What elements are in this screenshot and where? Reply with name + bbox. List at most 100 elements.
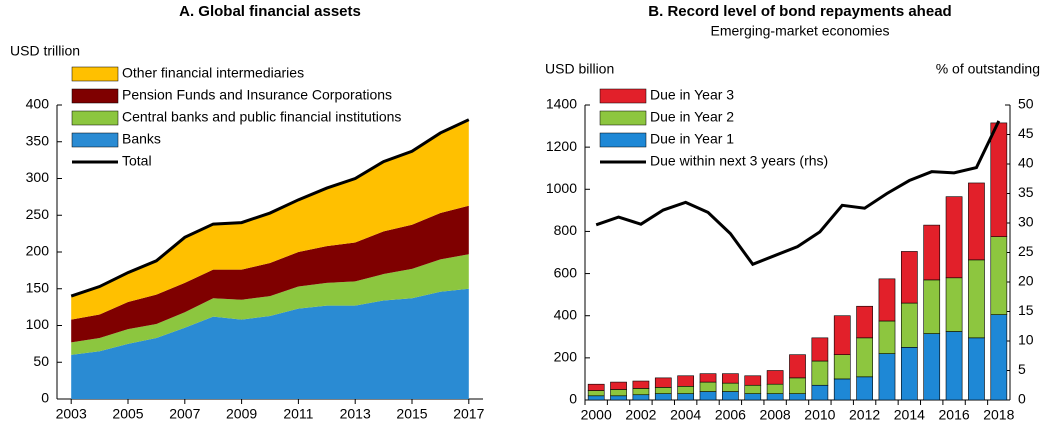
bar bbox=[811, 337, 829, 362]
y-tick-label: 300 bbox=[26, 169, 50, 185]
y-tick-label: 400 bbox=[26, 96, 50, 112]
x-tick-label: 2000 bbox=[581, 407, 612, 423]
legend-swatch bbox=[71, 66, 119, 82]
y-tick-label: 30 bbox=[1018, 214, 1034, 230]
x-tick-label: 2005 bbox=[112, 406, 143, 422]
chart-title: B. Record level of bond repayments ahead bbox=[648, 3, 951, 20]
y-tick-label: 600 bbox=[554, 264, 578, 280]
bar bbox=[766, 383, 784, 394]
bar bbox=[856, 337, 873, 378]
area bbox=[71, 254, 469, 355]
legend-swatch bbox=[599, 110, 647, 126]
legend-swatch bbox=[599, 132, 647, 148]
legend-label: Central banks and public financial insti… bbox=[122, 109, 401, 125]
y-tick-label: 35 bbox=[1018, 184, 1034, 200]
bar bbox=[632, 394, 650, 401]
y-tick-label: 250 bbox=[26, 206, 50, 222]
bar bbox=[945, 196, 963, 279]
y-tick-label: 150 bbox=[26, 279, 50, 295]
x-tick-label: 2007 bbox=[169, 406, 200, 422]
area bbox=[71, 119, 469, 320]
y-tick-label: 200 bbox=[26, 243, 50, 259]
y-axis-label: USD trillion bbox=[10, 43, 80, 59]
y-tick-label: 800 bbox=[554, 222, 578, 238]
bar bbox=[677, 386, 695, 394]
y-tick-label: 200 bbox=[554, 349, 578, 365]
y-tick-label: 1400 bbox=[546, 96, 577, 112]
x-tick-label: 2010 bbox=[804, 407, 835, 423]
x-tick-label: 2011 bbox=[283, 406, 313, 422]
bar bbox=[990, 122, 1008, 237]
bar bbox=[766, 370, 784, 385]
bar bbox=[722, 391, 739, 401]
y-tick-label: 1000 bbox=[546, 180, 577, 196]
bar bbox=[990, 314, 1008, 401]
x-tick-label: 2008 bbox=[760, 407, 791, 423]
y-tick-label: 100 bbox=[26, 316, 50, 332]
y-tick-label: 20 bbox=[1018, 273, 1034, 289]
area bbox=[71, 205, 469, 343]
bar bbox=[744, 384, 762, 394]
y-tick-label: 350 bbox=[26, 132, 50, 148]
bar bbox=[811, 360, 829, 386]
y-tick-label: 45 bbox=[1018, 125, 1034, 141]
x-tick-label: 2006 bbox=[715, 407, 746, 423]
bar bbox=[677, 375, 695, 387]
bar bbox=[900, 347, 918, 401]
y-tick-label: 15 bbox=[1018, 302, 1034, 318]
bar bbox=[923, 279, 941, 334]
y-tick-label: 50 bbox=[1018, 96, 1034, 112]
bar bbox=[677, 393, 695, 401]
x-tick-label: 2002 bbox=[625, 407, 656, 423]
bar bbox=[699, 391, 717, 401]
x-tick-label: 2018 bbox=[983, 407, 1014, 423]
x-tick-label: 2013 bbox=[340, 406, 371, 422]
bar bbox=[968, 337, 985, 401]
chart-title: A. Global financial assets bbox=[179, 3, 361, 20]
bar bbox=[789, 354, 806, 379]
legend-label: Pension Funds and Insurance Corporations bbox=[122, 87, 392, 103]
line bbox=[70, 118, 470, 298]
y-tick-label: 10 bbox=[1018, 332, 1034, 348]
bar bbox=[610, 395, 627, 401]
bar bbox=[900, 302, 918, 348]
bar bbox=[945, 331, 963, 401]
x-tick-label: 2017 bbox=[453, 406, 484, 422]
bar bbox=[654, 387, 672, 394]
bar bbox=[923, 224, 941, 281]
bar bbox=[833, 315, 851, 355]
bar bbox=[610, 389, 627, 397]
area bbox=[71, 288, 469, 399]
bar bbox=[789, 393, 806, 401]
legend-label: Due in Year 2 bbox=[650, 109, 734, 125]
legend-label: Total bbox=[122, 153, 152, 169]
legend-swatch bbox=[71, 132, 119, 148]
x-tick-label: 2009 bbox=[226, 406, 257, 422]
line bbox=[595, 120, 1001, 267]
legend-label: Banks bbox=[122, 131, 161, 147]
y-tick-label: 1200 bbox=[546, 138, 577, 154]
y-tick-label: 25 bbox=[1018, 243, 1034, 259]
chart-subtitle: Emerging-market economies bbox=[711, 23, 890, 39]
bar bbox=[878, 320, 896, 354]
legend-label: Due in Year 3 bbox=[650, 87, 734, 103]
bar bbox=[587, 383, 605, 391]
y-tick-label: 400 bbox=[554, 306, 578, 322]
bar bbox=[766, 393, 784, 401]
bar bbox=[945, 277, 963, 332]
y-axis-label: USD billion bbox=[545, 61, 614, 77]
bar bbox=[699, 381, 717, 392]
bar bbox=[968, 259, 985, 339]
x-tick-label: 2003 bbox=[56, 406, 87, 422]
legend-swatch bbox=[71, 110, 119, 126]
bar bbox=[990, 236, 1008, 315]
bar bbox=[878, 278, 896, 322]
legend-label: Other financial intermediaries bbox=[122, 65, 304, 81]
y2-axis-label: % of outstanding bbox=[936, 61, 1040, 77]
y-tick-label: 50 bbox=[33, 353, 49, 369]
y-tick-label: 0 bbox=[41, 390, 49, 406]
bar bbox=[654, 393, 672, 401]
x-tick-label: 2016 bbox=[939, 407, 970, 423]
y-tick-label: 40 bbox=[1018, 155, 1034, 171]
